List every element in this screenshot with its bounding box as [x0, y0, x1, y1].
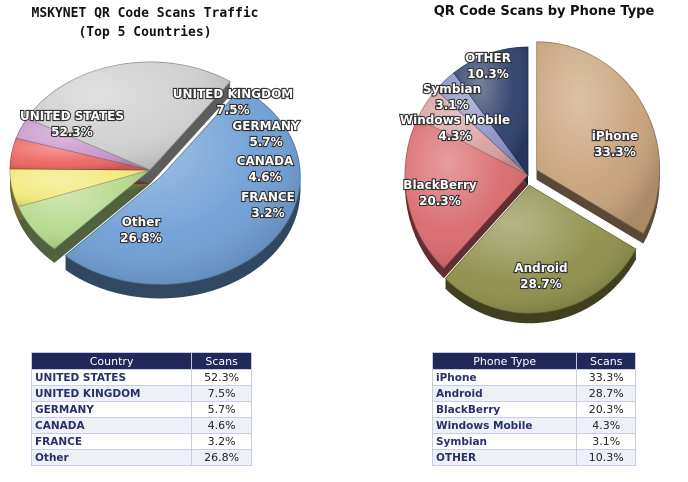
table-cell-value: 20.3%	[576, 401, 636, 418]
slice-label-other: Other	[122, 215, 161, 229]
table-cell-label: Other	[30, 449, 193, 466]
slice-shine-france	[16, 118, 151, 170]
table-cell-label: BlackBerry	[431, 401, 578, 418]
table-row: Other 26.8%	[30, 449, 252, 466]
chart-title-countries: MSKYNET QR Code Scans Traffic (Top 5 Cou…	[0, 4, 290, 42]
slice-value-other: 10.3%	[467, 67, 509, 81]
table-header-country: Country	[30, 352, 193, 370]
slice-shine-united-states	[65, 88, 301, 285]
slice-value-blackberry: 20.3%	[419, 194, 461, 208]
table-cell-value: 33.3%	[576, 369, 636, 386]
chart-title-phones: QR Code Scans by Phone Type	[433, 4, 655, 19]
phones-table: Phone Type Scans iPhone 33.3% Android 28.7…	[431, 352, 636, 466]
slice-value-germany: 5.7%	[249, 135, 282, 149]
slice-label-symbian: Symbian	[423, 82, 481, 96]
table-cell-value: 28.7%	[576, 385, 636, 402]
table-cell-value: 4.6%	[191, 417, 252, 434]
table-cell-label: GERMANY	[30, 401, 193, 418]
table-row: iPhone 33.3%	[431, 369, 636, 386]
slice-value-united-kingdom: 7.5%	[216, 103, 249, 117]
chart-subtitle-text: (Top 5 Countries)	[78, 25, 212, 40]
slice-value-france: 3.2%	[251, 206, 284, 220]
table-header-scans: Scans	[191, 352, 252, 370]
table-cell-label: UNITED STATES	[30, 369, 193, 386]
table-cell-value: 26.8%	[191, 449, 252, 466]
slice-shine-united-kingdom	[18, 170, 151, 249]
slice-shine-blackberry	[404, 118, 528, 269]
table-header-scans: Scans	[576, 352, 636, 370]
slice-value-iphone: 33.3%	[594, 145, 636, 159]
slice-shine-germany	[9, 168, 151, 207]
table-row: Symbian 3.1%	[431, 433, 636, 450]
table-row: FRANCE 3.2%	[30, 433, 252, 450]
slice-shine-android	[445, 185, 637, 314]
table-header-row: Phone Type Scans	[431, 352, 636, 370]
table-cell-label: CANADA	[30, 417, 193, 434]
slice-label-canada: CANADA	[237, 154, 294, 168]
slice-label-windows-mobile: Windows Mobile	[400, 113, 510, 127]
slice-label-android: Android	[514, 261, 567, 275]
table-cell-value: 7.5%	[191, 385, 252, 402]
slice-value-windows-mobile: 4.3%	[438, 129, 471, 143]
slice-label-germany: GERMANY	[232, 119, 300, 133]
slice-label-other: OTHER	[465, 51, 511, 65]
table-cell-label: Symbian	[431, 433, 578, 450]
slice-shine-windows-mobile	[417, 89, 528, 175]
table-cell-value: 4.3%	[576, 417, 636, 434]
table-cell-label: UNITED KINGDOM	[30, 385, 193, 402]
table-cell-value: 3.1%	[576, 433, 636, 450]
slice-shine-other	[453, 47, 528, 175]
slice-shine-other	[27, 61, 231, 170]
slice-value-android: 28.7%	[520, 277, 562, 291]
table-cell-value: 5.7%	[191, 401, 252, 418]
pie-chart-countries: UNITED STATES 52.3% UNITED KINGDOM 7.5% GERM…	[9, 61, 301, 299]
slice-label-united-states: UNITED STATES	[20, 109, 124, 123]
table-row: GERMANY 5.7%	[30, 401, 252, 418]
table-cell-value: 10.3%	[576, 449, 636, 466]
table-row: BlackBerry 20.3%	[431, 401, 636, 418]
slice-value-united-states: 52.3%	[51, 125, 93, 139]
table-row: UNITED STATES 52.3%	[30, 369, 252, 386]
table-row: UNITED KINGDOM 7.5%	[30, 385, 252, 402]
table-cell-label: iPhone	[431, 369, 578, 386]
table-header-phone-type: Phone Type	[431, 352, 578, 370]
table-cell-label: FRANCE	[30, 433, 193, 450]
table-cell-value: 3.2%	[191, 433, 252, 450]
table-cell-value: 52.3%	[191, 369, 252, 386]
pie-chart-phones: iPhone 33.3% Android 28.7% BlackBerry 20.3% Wi…	[399, 41, 661, 324]
slice-value-symbian: 3.1%	[435, 98, 468, 112]
table-row: Android 28.7%	[431, 385, 636, 402]
table-header-row: Country Scans	[30, 352, 252, 370]
pie-charts-canvas: UNITED STATES 52.3% UNITED KINGDOM 7.5% GERM…	[9, 41, 661, 324]
table-row: Windows Mobile 4.3%	[431, 417, 636, 434]
table-cell-label: OTHER	[431, 449, 578, 466]
chart-title-text: MSKYNET QR Code Scans Traffic	[31, 6, 259, 21]
table-row: OTHER 10.3%	[431, 449, 636, 466]
slice-shine-iphone	[536, 41, 660, 234]
table-row: CANADA 4.6%	[30, 417, 252, 434]
table-cell-label: Android	[431, 385, 578, 402]
slice-label-united-kingdom: UNITED KINGDOM	[173, 87, 294, 101]
slice-label-france: FRANCE	[241, 190, 295, 204]
table-cell-label: Windows Mobile	[431, 417, 578, 434]
slice-shine-symbian	[436, 72, 528, 175]
countries-table: Country Scans UNITED STATES 52.3% UNITED …	[30, 352, 252, 466]
slice-label-blackberry: BlackBerry	[403, 178, 477, 192]
slice-label-iphone: iPhone	[592, 129, 638, 143]
slice-value-canada: 4.6%	[248, 170, 281, 184]
slice-value-other: 26.8%	[120, 231, 162, 245]
